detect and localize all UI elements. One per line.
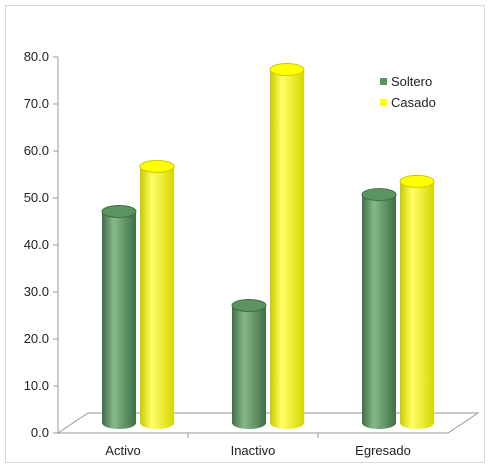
y-tick-label: 0.0 <box>31 425 49 440</box>
x-category-label: Egresado <box>355 443 411 458</box>
y-tick-label: 80.0 <box>24 49 49 64</box>
bar-top <box>101 205 137 218</box>
bar-top <box>269 63 305 77</box>
bar-base <box>400 417 434 429</box>
legend-swatch <box>380 99 387 106</box>
bar-soltero-inactivo <box>231 299 267 429</box>
bar-casado-inactivo <box>269 63 305 429</box>
x-category-label: Activo <box>105 443 140 458</box>
y-tick-label: 60.0 <box>24 143 49 158</box>
y-tick-label: 30.0 <box>24 284 49 299</box>
bar-body <box>102 211 136 423</box>
y-tick-label: 40.0 <box>24 237 49 252</box>
legend: Soltero Casado <box>380 74 436 110</box>
bar-top <box>139 159 175 173</box>
bar-body <box>140 166 174 423</box>
bar-soltero-activo <box>101 205 137 429</box>
legend-label: Casado <box>391 95 436 110</box>
bar-top <box>399 174 435 188</box>
axis-layer: 0.0 10.0 20.0 30.0 40.0 50.0 60.0 70.0 80.0 Activ… <box>24 49 480 458</box>
bar-top <box>361 188 397 202</box>
bar-base <box>270 417 304 429</box>
legend-swatch <box>380 78 387 85</box>
y-tick-label: 10.0 <box>24 378 49 393</box>
y-tick-label: 70.0 <box>24 96 49 111</box>
bar-base <box>232 417 266 429</box>
bar-casado-activo <box>139 159 175 429</box>
bar-body <box>362 194 396 423</box>
bar-body <box>400 181 434 423</box>
bar-body <box>232 305 266 423</box>
legend-label: Soltero <box>391 74 432 89</box>
bar-soltero-egresado <box>361 188 397 429</box>
bar-base <box>140 417 174 429</box>
bar-body <box>270 69 304 423</box>
y-tick-label: 50.0 <box>24 190 49 205</box>
bar-base <box>362 417 396 429</box>
bar-base <box>102 417 136 429</box>
bars-layer <box>101 63 435 429</box>
bar-casado-egresado <box>399 174 435 429</box>
bar-top <box>231 299 267 312</box>
y-tick-label: 20.0 <box>24 331 49 346</box>
x-category-label: Inactivo <box>231 443 276 458</box>
